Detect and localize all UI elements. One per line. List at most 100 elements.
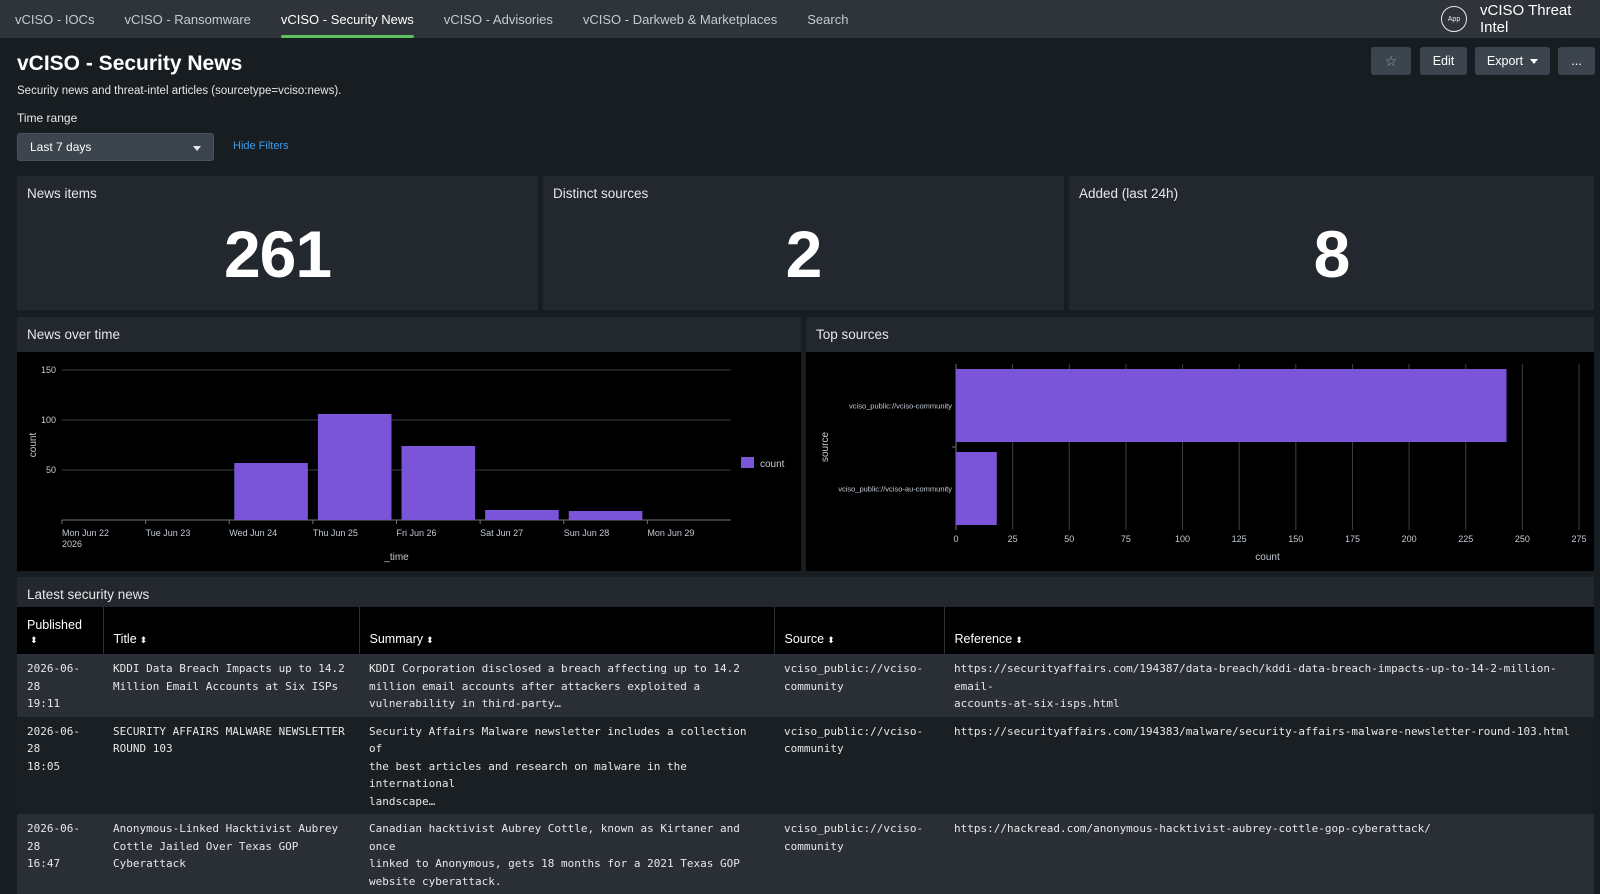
- x-tick-label: 25: [1008, 534, 1018, 544]
- x-tick-label: 225: [1458, 534, 1473, 544]
- bar: [485, 510, 559, 520]
- stat-label: Added (last 24h): [1079, 186, 1179, 201]
- stat-value[interactable]: 8: [1313, 217, 1351, 291]
- chart-title: News over time: [27, 327, 121, 342]
- nav-tab[interactable]: vCISO - Security News: [266, 0, 429, 38]
- cell-line: Canadian hacktivist Aubrey Cottle, known…: [369, 822, 740, 853]
- bar: [234, 463, 308, 520]
- x-tick-label: 125: [1232, 534, 1247, 544]
- column-label: Source: [784, 632, 825, 646]
- x-axis-title: _time: [383, 552, 409, 563]
- x-tick-label: Sun Jun 28: [564, 528, 610, 538]
- y-axis-title: source: [820, 432, 831, 462]
- cell-line: community: [784, 679, 844, 693]
- column-header-summary[interactable]: Summary ⬍: [359, 607, 775, 654]
- bar: [956, 368, 1507, 443]
- cell-line: https://securityaffairs.com/194387/data-…: [954, 662, 1557, 693]
- latest-news-table: Published ⬍ Title ⬍ Summary ⬍ Source ⬍ Reference…: [17, 607, 1594, 894]
- cell-source: vciso_public://vciso-community: [774, 814, 944, 894]
- y-tick-label: 100: [41, 415, 56, 425]
- nav-tab[interactable]: Search: [807, 11, 849, 27]
- cell-line: KDDI Data Breach Impacts up to 14.2: [113, 662, 345, 675]
- time-range-value: Last 7 days: [30, 140, 92, 154]
- stat-label: Distinct sources: [553, 186, 649, 201]
- cell-line: 2026-06-28: [27, 662, 80, 693]
- cell-line: Cottle Jailed Over Texas GOP: [113, 839, 299, 853]
- x-tick-label: 200: [1402, 534, 1417, 544]
- sort-icon[interactable]: ⬍: [1015, 635, 1023, 645]
- sort-icon[interactable]: ⬍: [425, 635, 434, 645]
- cell-line: 16:47: [27, 857, 61, 870]
- page-title: vCISO - Security News: [17, 52, 243, 75]
- table-row[interactable]: 2026-06-28 16:47 Anonymous-Linked Hacktivi…: [17, 814, 1594, 894]
- hide-filters-link[interactable]: Hide Filters: [233, 140, 289, 152]
- column-label: Reference: [954, 632, 1013, 646]
- stat-panel-added-24h: Added (last 24h) 8: [1069, 176, 1594, 310]
- x-tick-label: 150: [1288, 534, 1303, 544]
- cell-title: SECURITY AFFAIRS MALWARE NEWSLETTER ROUND…: [103, 716, 359, 814]
- nav-tab[interactable]: vCISO - Advisories: [443, 11, 553, 27]
- column-header-title[interactable]: Title ⬍: [103, 607, 360, 654]
- column-label: Title: [113, 632, 137, 646]
- stat-value[interactable]: 261: [223, 217, 332, 291]
- app-icon[interactable]: App: [1441, 6, 1467, 32]
- more-actions-button[interactable]: ...: [1558, 47, 1595, 75]
- x-tick-label: Mon Jun 29: [647, 528, 694, 538]
- cell-line: website cyberattack.: [369, 874, 502, 888]
- panel-top-sources: Top sources 0 25 50 75 100 125 150 175 200 225 250…: [806, 317, 1594, 571]
- cell-line: 2026-06-28: [27, 724, 80, 756]
- cell-line: SECURITY AFFAIRS MALWARE NEWSLETTER: [113, 724, 345, 738]
- stat-label: News items: [27, 186, 97, 201]
- nav-tab[interactable]: vCISO - Ransomware: [124, 11, 251, 27]
- x-tick-label: Thu Jun 25: [313, 528, 358, 538]
- x-tick-label: Tue Jun 23: [146, 528, 191, 538]
- column-header-published[interactable]: Published ⬍: [17, 607, 104, 654]
- column-header-source[interactable]: Source ⬍: [774, 607, 945, 654]
- nav-tab[interactable]: vCISO - IOCs: [15, 11, 95, 27]
- chevron-down-icon: [193, 146, 201, 151]
- sort-icon[interactable]: ⬍: [827, 635, 835, 645]
- y-axis-title: count: [28, 433, 39, 458]
- cell-summary: Canadian hacktivist Aubrey Cottle, known…: [359, 814, 774, 894]
- nav-tab[interactable]: vCISO - Darkweb & Marketplaces: [582, 11, 778, 27]
- cell-line: vciso_public://vciso-: [784, 662, 924, 675]
- edit-button[interactable]: Edit: [1420, 47, 1467, 75]
- cell-line: Cyberattack: [113, 857, 186, 870]
- cell-line: 19:11: [27, 697, 61, 710]
- bar: [568, 511, 643, 520]
- cell-reference: https://securityaffairs.com/194387/data-…: [944, 654, 1594, 717]
- cell-line: linked to Anonymous, gets 18 months for …: [369, 857, 740, 870]
- cell-summary: Security Affairs Malware newsletter incl…: [359, 716, 774, 814]
- cell-line: Anonymous-Linked Hacktivist Aubrey: [113, 822, 339, 835]
- cell-source: vciso_public://vciso-community: [774, 654, 944, 717]
- x-tick-label: Fri Jun 26: [397, 528, 437, 538]
- time-range-dropdown[interactable]: Last 7 days: [17, 133, 214, 161]
- star-icon: ☆: [1384, 52, 1398, 69]
- cell-line: the best articles and research on malwar…: [369, 759, 687, 791]
- cell-reference: https://hackread.com/anonymous-hacktivis…: [944, 814, 1594, 894]
- stat-panel-distinct-sources: Distinct sources 2: [543, 176, 1064, 310]
- export-button[interactable]: Export: [1475, 47, 1550, 75]
- table-row[interactable]: 2026-06-28 19:11 KDDI Data Breach Impacts …: [17, 654, 1594, 717]
- cell-line: https://securityaffairs.com/194383/malwa…: [954, 724, 1570, 738]
- bar: [401, 446, 476, 520]
- cell-source: vciso_public://vciso-community: [774, 716, 944, 814]
- stat-value[interactable]: 2: [785, 217, 823, 291]
- y-tick-label: 50: [46, 465, 56, 475]
- x-tick-label: 100: [1175, 534, 1190, 544]
- app-title[interactable]: vCISO Threat Intel: [1480, 2, 1572, 36]
- sort-icon[interactable]: ⬍: [30, 635, 38, 645]
- cell-line: ROUND 103: [113, 742, 173, 755]
- more-label: ...: [1571, 54, 1582, 68]
- table-row[interactable]: 2026-06-28 18:05 SECURITY AFFAIRS MALWARE …: [17, 716, 1594, 814]
- column-header-reference[interactable]: Reference ⬍: [944, 607, 1594, 654]
- panel-news-over-time: News over time 50 100 150 Mon Jun 22 Tue Jun…: [17, 317, 801, 571]
- cell-line: https://hackread.com/anonymous-hacktivis…: [954, 822, 1431, 835]
- cell-line: Million Email Accounts at Six ISPs: [113, 679, 339, 693]
- sort-icon[interactable]: ⬍: [139, 635, 148, 645]
- top-nav: vCISO - IOCs vCISO - Ransomware vCISO - Se…: [0, 0, 1600, 38]
- cell-reference: https://securityaffairs.com/194383/malwa…: [944, 716, 1594, 814]
- cell-line: vciso_public://vciso-: [784, 822, 924, 835]
- cell-line: vulnerability in third-party…: [369, 697, 562, 710]
- favorite-button[interactable]: ☆: [1371, 47, 1411, 75]
